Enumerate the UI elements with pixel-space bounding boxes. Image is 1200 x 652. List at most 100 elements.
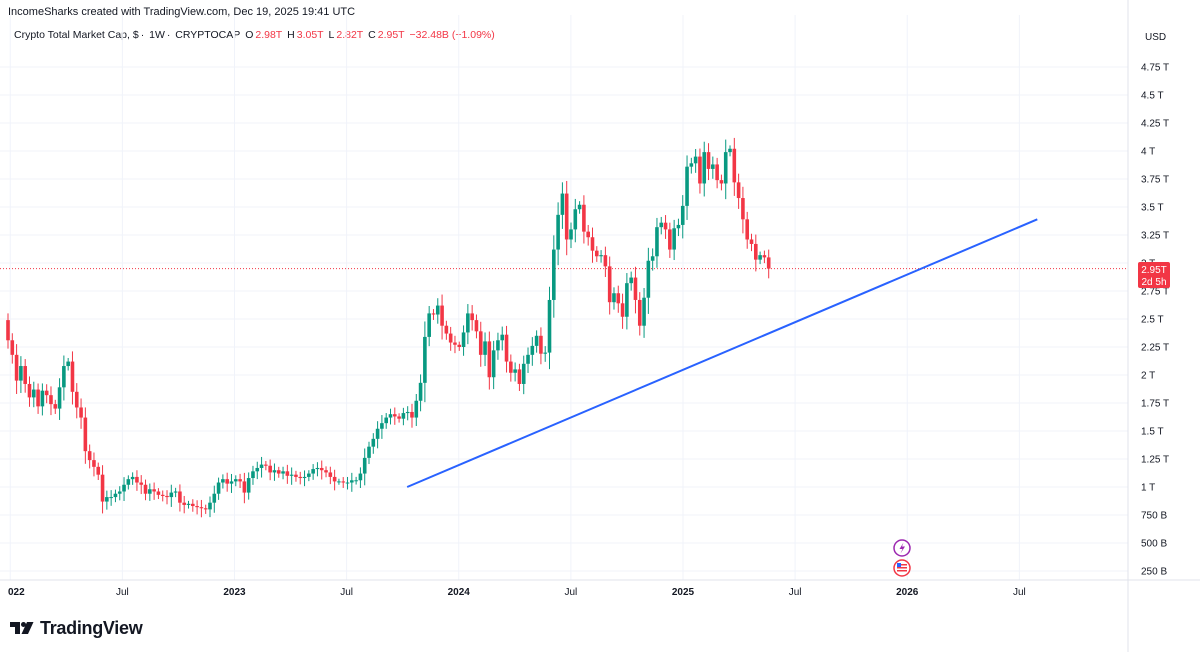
candle [126,475,131,490]
candle-body [380,423,384,429]
candle [109,490,113,506]
candle [410,403,414,428]
candle [281,466,285,480]
candle-body [517,369,522,384]
candle-body [384,417,388,424]
candle [405,406,410,421]
candle [156,488,161,500]
y-tick-label: 1 T [1141,483,1155,494]
candle [392,407,397,425]
candle [216,477,221,500]
candle [66,357,70,371]
candle [543,346,548,362]
candle-body [298,476,303,479]
candle [246,472,251,500]
candle-body [332,476,337,482]
tradingview-logo[interactable]: TradingView [10,617,143,639]
candle-body [169,492,174,498]
candle-body [122,484,126,492]
candle-body [655,227,659,257]
candle [633,266,638,314]
y-tick-label: 1.5 T [1141,427,1164,438]
candle-body [328,472,333,477]
currency-label[interactable]: USD [1145,32,1166,43]
candle [49,386,53,416]
candle-body [444,325,449,334]
candle-body [706,152,711,169]
candle [672,219,676,261]
candle [676,218,681,237]
y-tick-label: 3.5 T [1141,203,1164,214]
candle-body [10,340,15,355]
candle-body [689,163,694,167]
candle [749,233,754,252]
candle [423,321,427,403]
candle-body [285,471,290,476]
lightning-icon[interactable] [893,539,911,557]
candle [547,286,552,370]
candle-body [668,229,672,250]
candle-body [19,366,23,381]
candle [466,304,470,345]
y-tick-label: 1.25 T [1141,455,1169,466]
separator-dot: · [140,29,145,41]
candle-body [354,480,358,482]
interval-label[interactable]: 1W [149,29,165,41]
candle-body [633,277,638,300]
candle-body [560,193,565,215]
candle [650,248,655,271]
candle [19,356,23,393]
x-tick-label: 2024 [448,587,471,598]
y-tick-label: 750 B [1141,511,1167,522]
candle [70,351,75,405]
candle [27,376,32,407]
candle-body [616,293,621,304]
candle [242,472,247,504]
candle [83,407,88,464]
candle [105,490,109,510]
y-tick-label: 4 T [1141,147,1155,158]
candle [354,476,358,485]
candle-body [440,305,444,326]
candle [264,460,268,471]
candle [332,469,337,491]
candle [113,489,118,503]
candle [766,249,771,279]
candle [328,466,333,485]
candle [573,198,578,243]
candle-body [453,342,457,345]
candle [689,157,694,174]
candle-body [182,502,187,505]
candle-body [577,204,582,210]
candle-body [152,489,156,492]
candle-body [358,473,363,481]
candle-body [715,164,719,181]
x-tick-label: 2026 [896,587,919,598]
symbol-name[interactable]: Crypto Total Market Cap, $ [14,29,139,41]
candle [444,320,449,340]
candle-body [36,389,40,407]
candle-body [160,494,165,496]
candle-body [178,491,182,503]
candle [208,496,212,518]
candle [160,490,165,502]
candle-body [203,508,208,510]
candle [698,148,702,194]
candle [491,340,496,390]
candle [685,155,689,220]
candle-body [87,451,92,461]
candle-body [603,255,608,267]
candle [418,374,423,412]
candle-body [268,465,272,473]
price-tag-bg [1138,262,1170,288]
candle [294,470,298,482]
x-tick-label: Jul [564,587,577,598]
candle-body [281,471,285,474]
candle-body [264,464,268,466]
candle-body [569,229,573,240]
candle-body [27,383,32,398]
candle-body [225,479,229,484]
us-flag-icon[interactable] [893,559,911,577]
candle [603,246,608,277]
